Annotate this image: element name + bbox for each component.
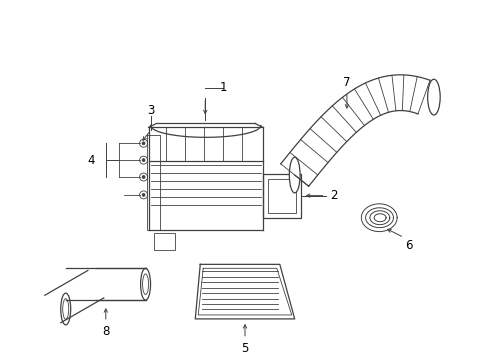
Text: 1: 1 <box>219 81 226 94</box>
Text: 2: 2 <box>329 189 337 202</box>
Ellipse shape <box>141 268 150 300</box>
Ellipse shape <box>61 293 71 325</box>
Bar <box>267 179 295 213</box>
Text: 5: 5 <box>241 342 248 355</box>
Circle shape <box>139 173 147 181</box>
Circle shape <box>139 156 147 164</box>
Bar <box>153 233 175 251</box>
Circle shape <box>142 142 145 145</box>
Ellipse shape <box>142 274 148 294</box>
Circle shape <box>139 191 147 199</box>
Circle shape <box>142 193 145 196</box>
Text: 4: 4 <box>87 154 95 167</box>
Text: 6: 6 <box>405 239 412 252</box>
Text: 3: 3 <box>146 104 154 117</box>
Text: 8: 8 <box>102 325 109 338</box>
Ellipse shape <box>427 79 439 115</box>
Circle shape <box>142 159 145 162</box>
Circle shape <box>139 139 147 147</box>
Circle shape <box>142 176 145 179</box>
Ellipse shape <box>62 299 68 319</box>
Ellipse shape <box>289 157 300 193</box>
Bar <box>263 174 300 219</box>
Text: 7: 7 <box>343 76 350 89</box>
